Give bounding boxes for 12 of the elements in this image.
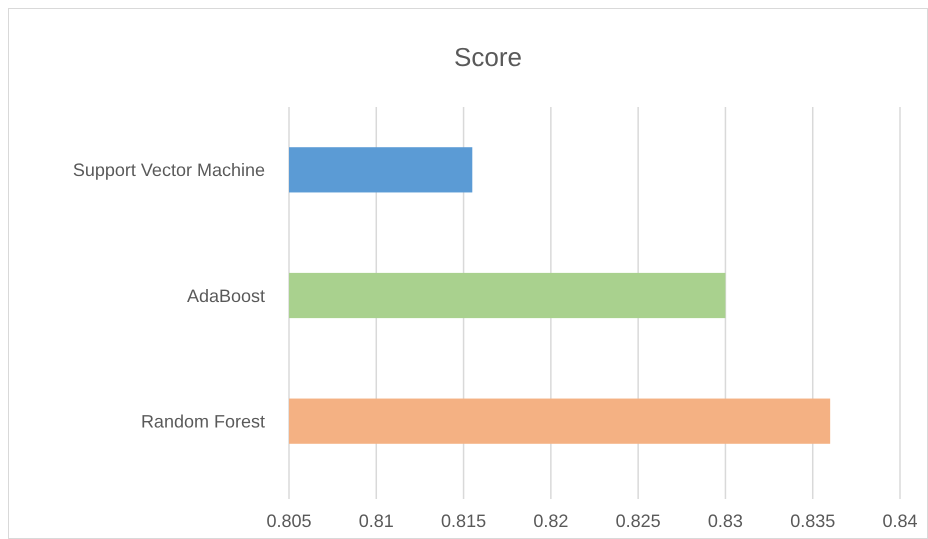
x-tick-label: 0.84 bbox=[882, 511, 918, 531]
x-tick-label: 0.815 bbox=[441, 511, 486, 531]
x-tick-label: 0.805 bbox=[266, 511, 312, 531]
y-tick-label: AdaBoost bbox=[186, 286, 265, 306]
chart-title: Score bbox=[454, 42, 522, 72]
x-tick-label: 0.83 bbox=[708, 511, 743, 531]
y-tick-label: Random Forest bbox=[140, 411, 265, 432]
y-tick-label: Support Vector Machine bbox=[72, 160, 265, 180]
x-tick-label: 0.835 bbox=[790, 511, 836, 531]
x-tick-label: 0.82 bbox=[533, 511, 568, 531]
x-tick-label: 0.81 bbox=[358, 511, 394, 531]
x-tick-label: 0.825 bbox=[616, 511, 661, 531]
